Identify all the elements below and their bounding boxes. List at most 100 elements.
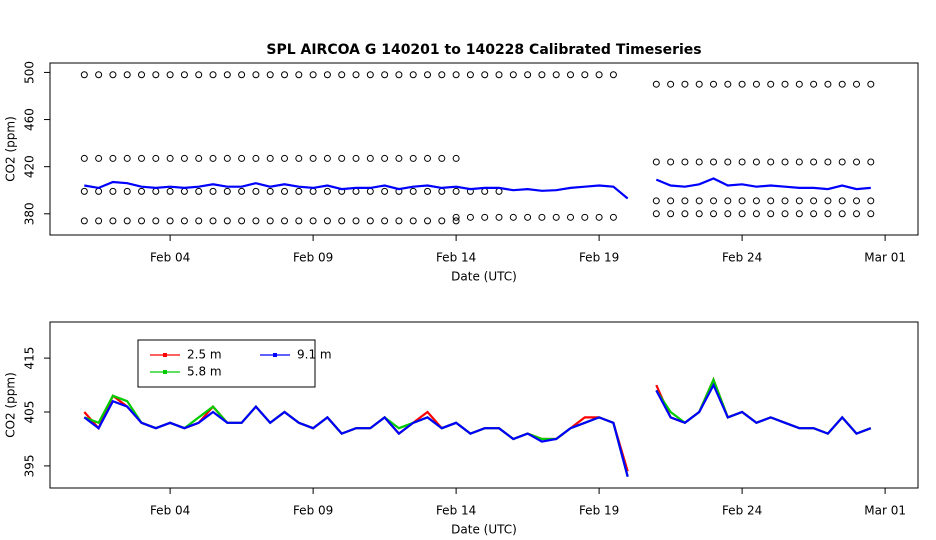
data-point (381, 217, 389, 225)
data-point (824, 210, 832, 218)
data-point (238, 217, 246, 225)
data-point (767, 197, 775, 205)
data-point (738, 210, 746, 218)
y-tick-label: 420 (23, 155, 37, 178)
data-point (810, 210, 818, 218)
data-point (738, 80, 746, 88)
data-point (853, 158, 861, 166)
data-point (166, 154, 174, 162)
y-tick-label: 415 (23, 347, 37, 370)
data-point (652, 80, 660, 88)
data-point (838, 80, 846, 88)
data-point (166, 187, 174, 195)
x-axis-label: Date (UTC) (451, 523, 517, 537)
data-point (323, 71, 331, 79)
data-point (567, 71, 575, 79)
data-point (781, 158, 789, 166)
data-point (195, 187, 203, 195)
data-point (223, 187, 231, 195)
x-tick-label: Feb 09 (293, 504, 333, 518)
data-point (338, 217, 346, 225)
data-point (209, 217, 217, 225)
data-point (338, 71, 346, 79)
data-point (595, 71, 603, 79)
data-point (366, 217, 374, 225)
legend-marker (163, 370, 167, 374)
data-point (824, 158, 832, 166)
data-point (538, 71, 546, 79)
data-point (552, 213, 560, 221)
data-point (810, 80, 818, 88)
data-point (209, 187, 217, 195)
y-tick-label: 395 (23, 454, 37, 477)
data-point (681, 158, 689, 166)
data-point (481, 213, 489, 221)
legend-marker (163, 353, 167, 357)
data-point (138, 217, 146, 225)
data-point (609, 213, 617, 221)
data-point (438, 154, 446, 162)
data-point (309, 217, 317, 225)
data-point (524, 213, 532, 221)
y-axis-label: CO2 (ppm) (4, 116, 18, 182)
data-point (710, 158, 718, 166)
data-point (767, 210, 775, 218)
data-point (724, 158, 732, 166)
data-point (352, 71, 360, 79)
data-point (495, 71, 503, 79)
data-point (509, 213, 517, 221)
data-point (867, 158, 875, 166)
data-point (395, 71, 403, 79)
data-point (567, 213, 575, 221)
data-point (266, 217, 274, 225)
data-point (223, 217, 231, 225)
data-point (395, 154, 403, 162)
data-point (738, 158, 746, 166)
data-point (409, 154, 417, 162)
plot-frame (49, 62, 919, 236)
data-point (409, 187, 417, 195)
data-point (781, 197, 789, 205)
x-tick-label: Feb 19 (579, 504, 619, 518)
data-point (552, 71, 560, 79)
data-point (109, 217, 117, 225)
data-point (710, 197, 718, 205)
x-tick-label: Feb 14 (436, 251, 476, 265)
data-point (95, 71, 103, 79)
data-point (295, 154, 303, 162)
data-point (452, 187, 460, 195)
data-point (138, 187, 146, 195)
data-point (752, 158, 760, 166)
data-point (238, 187, 246, 195)
data-point (366, 71, 374, 79)
data-point (867, 210, 875, 218)
x-tick-label: Feb 04 (150, 504, 190, 518)
data-point (667, 197, 675, 205)
data-point (438, 71, 446, 79)
data-point (652, 210, 660, 218)
data-point (152, 71, 160, 79)
data-point (481, 71, 489, 79)
data-point (152, 217, 160, 225)
data-point (252, 187, 260, 195)
data-point (109, 71, 117, 79)
data-point (109, 187, 117, 195)
data-point (452, 217, 460, 225)
data-point (266, 71, 274, 79)
data-point (466, 213, 474, 221)
data-point (466, 71, 474, 79)
data-point (752, 80, 760, 88)
data-point (152, 154, 160, 162)
legend-marker (273, 353, 277, 357)
series-line (83, 382, 872, 477)
plot-frame (49, 321, 919, 489)
data-point (180, 71, 188, 79)
x-tick-label: Feb 19 (579, 251, 619, 265)
data-point (309, 71, 317, 79)
data-point (381, 71, 389, 79)
data-point (180, 154, 188, 162)
data-point (452, 213, 460, 221)
data-point (867, 197, 875, 205)
data-point (281, 154, 289, 162)
data-point (824, 197, 832, 205)
